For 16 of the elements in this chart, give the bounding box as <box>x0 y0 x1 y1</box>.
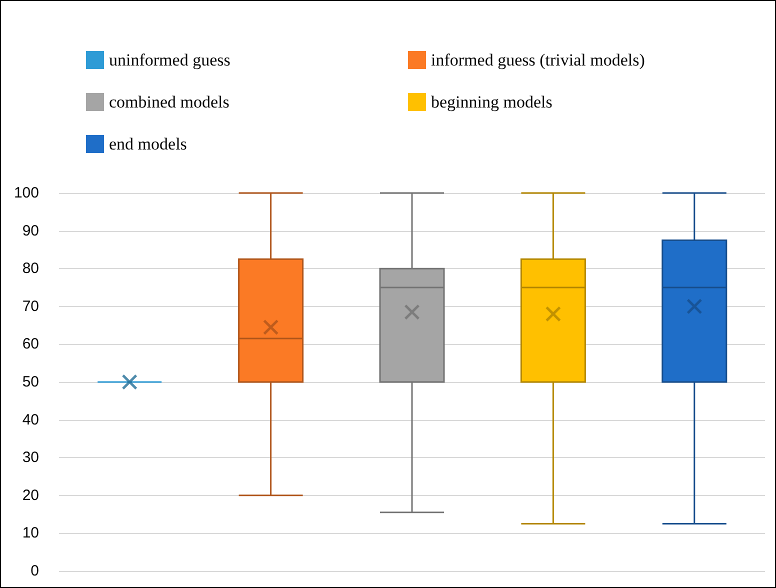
y-tick-label: 20 <box>22 486 39 504</box>
y-tick-label: 40 <box>22 411 39 428</box>
y-tick-label: 50 <box>22 374 39 390</box>
legend-label: combined models <box>109 92 230 112</box>
y-tick-label: 80 <box>22 260 39 278</box>
y-tick-label: 0 <box>30 562 39 580</box>
legend-label: beginning models <box>431 92 552 112</box>
y-tick-label: 60 <box>22 336 39 353</box>
legend-label: uninformed guess <box>109 50 230 70</box>
y-tick-label: 30 <box>22 449 39 466</box>
y-tick-label: 90 <box>22 222 39 240</box>
y-tick-label: 100 <box>14 184 39 202</box>
y-tick-label: 70 <box>22 298 39 315</box>
legend-label: end models <box>109 134 187 154</box>
y-tick-label: 10 <box>22 524 39 542</box>
legend-label: informed guess (trivial models) <box>431 50 645 70</box>
